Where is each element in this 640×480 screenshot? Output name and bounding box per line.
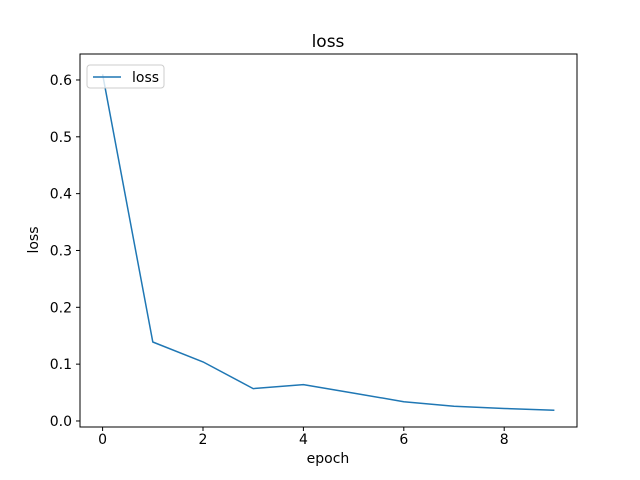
y-tick-label: 0.0: [50, 414, 72, 430]
x-tick-label: 2: [199, 432, 208, 448]
x-tick-label: 6: [399, 432, 408, 448]
legend-label: loss: [132, 70, 159, 86]
y-tick-label: 0.6: [50, 73, 72, 89]
loss-line: [101, 74, 555, 411]
y-axis-label: loss: [26, 226, 42, 253]
y-tick-label: 0.1: [50, 357, 72, 373]
x-axis-label: epoch: [307, 451, 350, 467]
legend: loss: [86, 64, 165, 89]
x-tick-label: 0: [98, 432, 107, 448]
legend-box: [86, 64, 165, 89]
x-tick-label: 8: [500, 432, 509, 448]
axes: 0 2 4 6 8 0.0 0.1 0.2 0.3 0.4 0.5 0.6: [50, 53, 578, 448]
y-tick-label: 0.3: [50, 243, 72, 259]
chart-title: loss: [312, 32, 345, 52]
x-tick-label: 4: [299, 432, 308, 448]
y-tick-label: 0.2: [50, 300, 72, 316]
y-tick-label: 0.4: [50, 187, 72, 203]
y-tick-label: 0.5: [50, 130, 72, 146]
